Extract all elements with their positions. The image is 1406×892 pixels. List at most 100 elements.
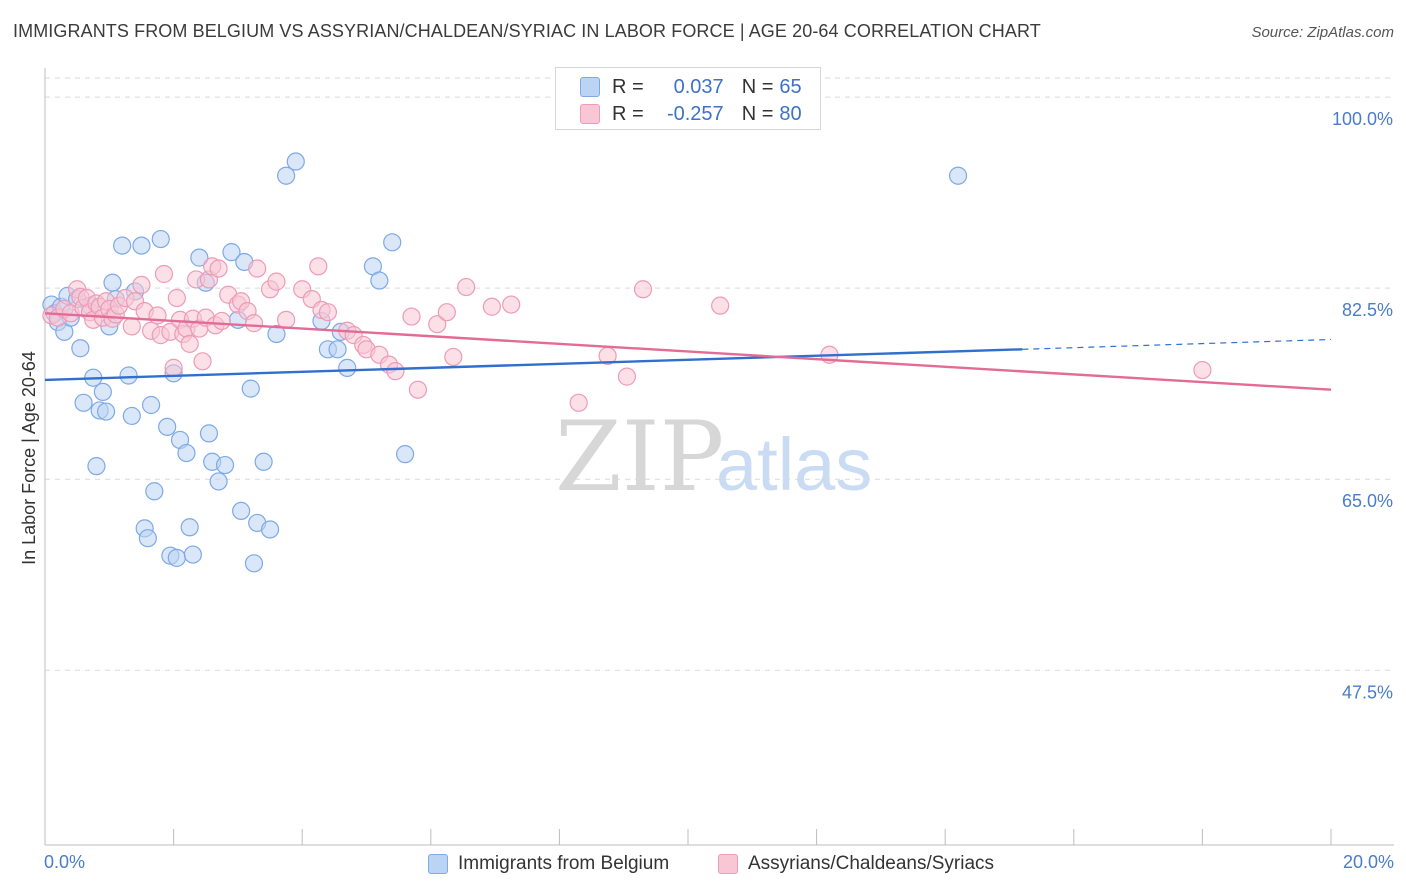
point-belgium bbox=[395, 445, 415, 464]
trend-line-belgium bbox=[44, 348, 1023, 382]
point-belgium bbox=[267, 324, 286, 344]
point-belgium bbox=[167, 548, 186, 567]
point-assyrian bbox=[209, 259, 228, 278]
point-assyrian bbox=[502, 295, 521, 314]
legend-r-value-pink: -0.257 bbox=[666, 102, 724, 125]
point-assyrian bbox=[167, 288, 186, 308]
point-assyrian bbox=[386, 362, 405, 381]
point-belgium bbox=[151, 229, 170, 249]
point-assyrian bbox=[569, 393, 588, 412]
point-assyrian bbox=[277, 310, 296, 329]
point-belgium bbox=[244, 554, 264, 573]
legend-row-pink: R = -0.257 N = 80 bbox=[580, 102, 802, 126]
legend-n-label: N = bbox=[741, 75, 774, 98]
bottom-legend-blue: Immigrants from Belgium bbox=[428, 851, 669, 877]
point-belgium bbox=[96, 402, 116, 421]
point-belgium bbox=[183, 545, 202, 564]
point-belgium bbox=[87, 457, 106, 476]
point-assyrian bbox=[402, 307, 421, 326]
legend-r-value-blue: 0.037 bbox=[673, 75, 724, 98]
legend-r-label: R = bbox=[612, 102, 644, 125]
trend-line-assyrian bbox=[44, 312, 1332, 391]
point-belgium bbox=[286, 152, 305, 171]
point-belgium bbox=[199, 424, 219, 443]
point-belgium bbox=[119, 366, 138, 385]
trend-line-belgium-extension bbox=[1022, 338, 1332, 350]
point-belgium bbox=[254, 452, 273, 471]
point-belgium bbox=[260, 520, 280, 539]
point-assyrian bbox=[180, 334, 199, 353]
point-belgium bbox=[132, 236, 151, 255]
point-belgium bbox=[158, 417, 177, 436]
tick-labels: 100.0% 82.5% 65.0% 47.5% bbox=[1332, 109, 1393, 702]
y-tick-label: 82.5% bbox=[1342, 300, 1393, 320]
point-assyrian bbox=[267, 272, 286, 291]
data-points bbox=[42, 152, 1212, 573]
point-belgium bbox=[93, 382, 112, 401]
point-belgium bbox=[180, 518, 199, 537]
point-assyrian bbox=[212, 311, 231, 331]
point-assyrian bbox=[633, 280, 653, 299]
bottom-legend-label-blue: Immigrants from Belgium bbox=[458, 853, 670, 874]
point-belgium bbox=[113, 236, 132, 255]
legend-n-value-blue: 65 bbox=[779, 75, 802, 98]
point-belgium bbox=[383, 233, 402, 252]
point-belgium bbox=[215, 455, 235, 475]
point-belgium bbox=[138, 529, 157, 548]
point-assyrian bbox=[318, 303, 338, 322]
point-belgium bbox=[241, 379, 260, 398]
legend-swatch-blue bbox=[580, 77, 600, 97]
chart-title: IMMIGRANTS FROM BELGIUM VS ASSYRIAN/CHAL… bbox=[13, 21, 1041, 41]
point-assyrian bbox=[437, 303, 456, 322]
point-belgium bbox=[141, 395, 161, 415]
legend-n-label: N = bbox=[741, 102, 774, 125]
y-tick-label: 65.0% bbox=[1342, 491, 1393, 511]
point-belgium bbox=[328, 340, 347, 359]
point-assyrian bbox=[428, 315, 447, 334]
point-belgium bbox=[338, 358, 357, 377]
y-tick-label: 47.5% bbox=[1342, 682, 1393, 702]
point-belgium bbox=[74, 393, 93, 412]
point-belgium bbox=[222, 243, 241, 262]
point-belgium bbox=[232, 501, 251, 521]
bottom-legend-pink: Assyrians/Chaldeans/Syriacs bbox=[718, 851, 994, 877]
point-assyrian bbox=[248, 259, 267, 278]
legend-n-value-pink: 80 bbox=[779, 102, 802, 125]
bottom-legend-label-pink: Assyrians/Chaldeans/Syriacs bbox=[748, 853, 995, 874]
point-belgium bbox=[103, 273, 122, 292]
point-assyrian bbox=[122, 317, 141, 336]
point-assyrian bbox=[154, 264, 174, 284]
bottom-legend-swatch-pink bbox=[718, 854, 738, 874]
x-axis-min-label: 0.0% bbox=[44, 852, 86, 872]
bottom-legend-swatch-blue bbox=[428, 854, 448, 874]
point-assyrian bbox=[164, 358, 183, 377]
point-assyrian bbox=[617, 367, 637, 386]
point-belgium bbox=[277, 166, 296, 185]
legend-row-blue: R = 0.037 N = 65 bbox=[580, 75, 802, 99]
axes bbox=[44, 68, 1394, 846]
point-assyrian bbox=[711, 296, 730, 315]
point-assyrian bbox=[444, 347, 463, 367]
point-assyrian bbox=[482, 297, 501, 316]
point-assyrian bbox=[408, 380, 428, 399]
legend-swatch-pink bbox=[580, 104, 600, 124]
legend-r-label: R = bbox=[612, 75, 644, 98]
point-belgium bbox=[948, 166, 968, 185]
y-axis-title: In Labor Force | Age 20-64 bbox=[19, 351, 39, 565]
point-assyrian bbox=[1193, 360, 1212, 380]
watermark-zip: ZIP bbox=[555, 401, 724, 513]
point-assyrian bbox=[193, 352, 212, 371]
point-belgium bbox=[145, 482, 164, 501]
chart-source: Source: ZipAtlas.com bbox=[1251, 24, 1394, 41]
point-belgium bbox=[122, 406, 141, 426]
point-assyrian bbox=[244, 314, 264, 333]
y-tick-label: 100.0% bbox=[1332, 109, 1393, 129]
trend-lines bbox=[44, 312, 1332, 391]
x-axis-max-label: 20.0% bbox=[1342, 852, 1394, 872]
point-assyrian bbox=[309, 257, 328, 276]
point-belgium bbox=[71, 339, 90, 358]
point-assyrian bbox=[457, 277, 476, 297]
watermark-atlas: atlas bbox=[716, 423, 872, 506]
point-assyrian bbox=[132, 275, 151, 295]
